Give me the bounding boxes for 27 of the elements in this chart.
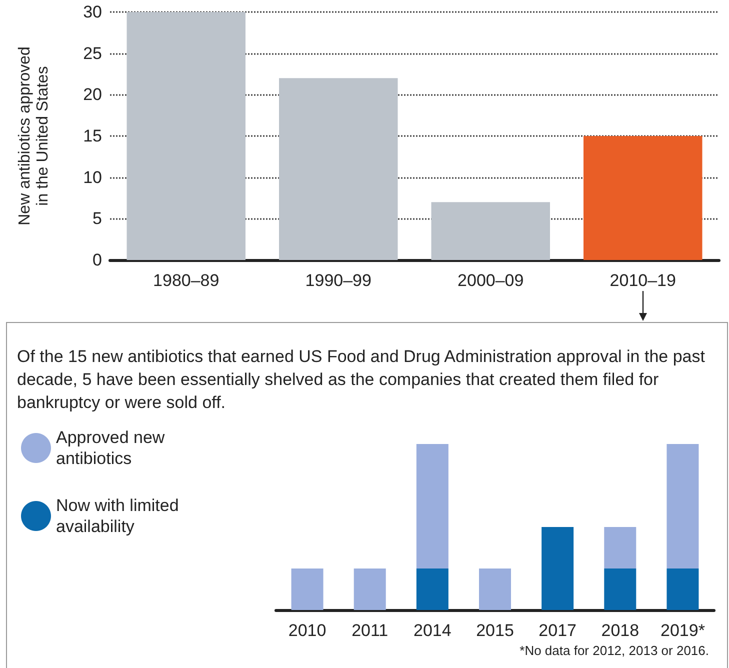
bar (583, 136, 702, 260)
x-tick-label: 2010–19 (610, 271, 676, 290)
x-tick-label: 2017 (538, 621, 576, 640)
x-tick-label: 2000–09 (458, 271, 524, 290)
y-tick-label: 5 (92, 209, 102, 228)
x-tick-label: 2019* (660, 621, 706, 640)
legend-label: Now with limited availability (56, 496, 184, 536)
x-tick-label: 1980–89 (153, 271, 220, 290)
legend-label: Approved new antibiotics (56, 428, 170, 468)
x-tick-label: 2014 (414, 621, 452, 640)
y-axis-title: New antibiotics approved in the United States (16, 46, 52, 226)
text: *No data for 2012, 2013 or 2016. (520, 643, 710, 658)
x-tick-label: 1990–99 (305, 271, 372, 290)
chart-title: Of the 15 new antibiotics that earned US Food and Drug Administration approval in the past decade, 5 have been essentially shelved as the companies that created them filed for bankruptcy or were sold off. (17, 347, 710, 412)
x-tick-label: 2015 (476, 621, 514, 640)
bar (431, 202, 550, 260)
y-tick-label: 30 (83, 2, 102, 22)
y-tick-label: 0 (92, 250, 102, 270)
y-tick-label: 10 (83, 168, 102, 187)
bar (279, 78, 398, 260)
y-tick-label: 25 (83, 44, 102, 63)
x-tick-label: 2011 (352, 621, 388, 640)
bar (126, 12, 246, 260)
y-tick-label: 15 (83, 126, 102, 146)
x-tick-label: 2010 (288, 621, 326, 640)
x-tick-label: 2018 (601, 621, 640, 640)
y-tick-label: 20 (83, 85, 102, 104)
